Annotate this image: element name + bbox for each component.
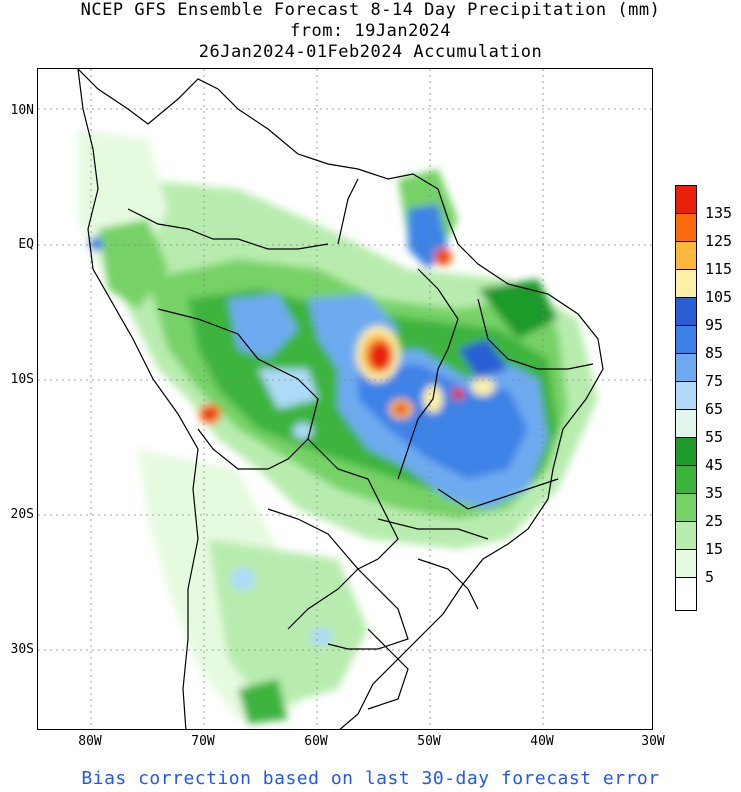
lat-label-10s: 10S [10,372,34,387]
legend-label: 115 [705,260,733,278]
legend-label: 65 [705,400,724,418]
legend-swatch-55 [675,409,697,438]
legend-label: 75 [705,372,724,390]
legend-swatch-15 [675,521,697,550]
lon-label-70w: 70W [191,734,215,749]
legend-swatch-115 [675,241,697,270]
legend-label: 135 [705,204,733,222]
legend-swatch-35 [675,465,697,494]
legend-swatch-75 [675,353,697,382]
chart-subtitle-period: 26Jan2024-01Feb2024 Accumulation [198,42,543,62]
legend-label: 5 [705,568,715,586]
legend-label: 55 [705,428,724,446]
lat-label-10n: 10N [10,103,34,118]
legend-swatch-65 [675,381,697,410]
legend-swatch-25 [675,493,697,522]
legend-swatch-125 [675,213,697,242]
lon-label-30w: 30W [641,734,665,749]
legend-swatch-below-5 [675,577,697,611]
legend-label: 45 [705,456,724,474]
map-canvas [38,69,652,729]
legend-swatch-5 [675,549,697,578]
country-borders [77,69,604,729]
legend-label: 85 [705,344,724,362]
precipitation-fields [78,129,598,724]
legend-label: 125 [705,232,733,250]
legend-swatch-95 [675,297,697,326]
legend-label: 95 [705,316,724,334]
lat-label-20s: 20S [10,507,34,522]
legend-label: 25 [705,512,724,530]
lon-label-60w: 60W [304,734,328,749]
legend-swatch-85 [675,325,697,354]
lon-label-80w: 80W [78,734,102,749]
legend-label: 105 [705,288,733,306]
lat-label-eq: EQ [18,237,34,252]
legend-label: 15 [705,540,724,558]
legend-swatch-105 [675,269,697,298]
graticule [38,69,652,729]
legend-swatch-135 [675,185,697,214]
legend-label: 35 [705,484,724,502]
lat-label-30s: 30S [10,642,34,657]
lon-label-50w: 50W [417,734,441,749]
bias-correction-note: Bias correction based on last 30-day for… [81,768,660,789]
legend-swatch-45 [675,437,697,466]
lon-label-40w: 40W [530,734,554,749]
chart-title: NCEP GFS Ensemble Forecast 8-14 Day Prec… [80,0,661,20]
precipitation-map [37,68,653,730]
chart-subtitle-date: from: 19Jan2024 [289,21,452,41]
